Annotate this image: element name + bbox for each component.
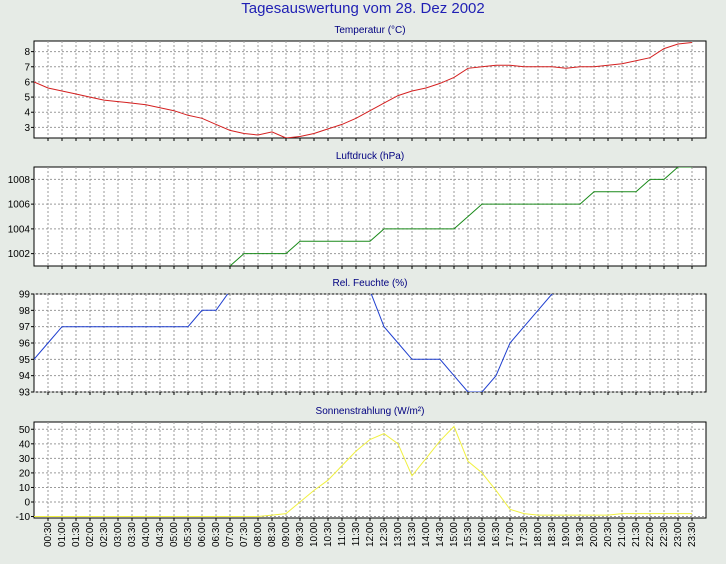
x-tick-label: 18:30 (547, 522, 558, 547)
humidity-ytick-label: 99 (19, 290, 31, 301)
humidity-ytick-label: 95 (19, 355, 31, 366)
x-tick-label: 12:00 (365, 522, 376, 547)
x-tick-label: 10:30 (323, 522, 334, 547)
pressure-series-line (229, 167, 692, 266)
solar-ytick-label: 20 (19, 468, 31, 479)
x-tick-label: 15:30 (463, 522, 474, 547)
humidity-ytick-label: 94 (19, 371, 31, 382)
x-tick-label: 06:30 (211, 522, 222, 547)
x-tick-label: 11:30 (351, 522, 362, 547)
x-tick-label: 20:00 (589, 522, 600, 547)
solar-series-line (34, 425, 692, 517)
solar-ytick-label: 40 (19, 439, 31, 450)
pressure-ytick-label: 1006 (8, 200, 31, 211)
x-tick-label: 18:00 (533, 522, 544, 547)
x-tick-label: 19:30 (575, 522, 586, 547)
x-tick-label: 04:30 (155, 522, 166, 547)
x-tick-label: 17:30 (519, 522, 530, 547)
x-tick-label: 21:30 (631, 522, 642, 547)
x-tick-label: 23:30 (687, 522, 698, 547)
x-tick-label: 00:30 (43, 522, 54, 547)
x-tick-label: 10:00 (309, 522, 320, 547)
humidity-panel-title: Rel. Feuchte (%) (332, 278, 407, 289)
x-tick-label: 20:30 (603, 522, 614, 547)
temperature-ytick-label: 3 (24, 123, 30, 134)
temperature-series-line (34, 42, 693, 138)
x-tick-label: 21:00 (617, 522, 628, 547)
x-tick-label: 07:30 (239, 522, 250, 547)
x-tick-label: 04:00 (141, 522, 152, 547)
x-tick-label: 13:30 (407, 522, 418, 547)
solar-ytick-label: 10 (19, 483, 31, 494)
temperature-ytick-label: 4 (24, 108, 30, 119)
x-tick-label: 22:00 (645, 522, 656, 547)
pressure-ytick-label: 1008 (8, 175, 31, 186)
x-tick-label: 22:30 (659, 522, 670, 547)
x-tick-label: 17:00 (505, 522, 516, 547)
pressure-ytick-label: 1002 (8, 249, 31, 260)
humidity-ytick-label: 98 (19, 306, 31, 317)
pressure-panel-title: Luftdruck (hPa) (336, 151, 404, 162)
x-tick-label: 08:00 (253, 522, 264, 547)
x-tick-label: 14:00 (421, 522, 432, 547)
solar-ytick-label: 50 (19, 425, 31, 436)
solar-ytick-label: 0 (24, 498, 30, 509)
x-tick-label: 02:00 (85, 522, 96, 547)
humidity-ytick-label: 96 (19, 339, 31, 350)
x-tick-label: 14:30 (435, 522, 446, 547)
x-tick-label: 15:00 (449, 522, 460, 547)
x-tick-label: 23:00 (673, 522, 684, 547)
x-tick-label: 01:00 (57, 522, 68, 547)
x-tick-label: 06:00 (197, 522, 208, 547)
temperature-ytick-label: 6 (24, 77, 30, 88)
temperature-ytick-label: 8 (24, 47, 30, 58)
x-tick-label: 03:00 (113, 522, 124, 547)
x-tick-label: 16:00 (477, 522, 488, 547)
x-tick-label: 03:30 (127, 522, 138, 547)
temperature-ytick-label: 7 (24, 62, 30, 73)
humidity-series-line (34, 294, 555, 392)
x-tick-label: 09:30 (295, 522, 306, 547)
humidity-ytick-label: 97 (19, 322, 31, 333)
x-tick-label: 19:00 (561, 522, 572, 547)
solar-ytick-label: 30 (19, 454, 31, 465)
solar-panel-title: Sonnenstrahlung (W/m²) (316, 406, 425, 417)
pressure-ytick-label: 1004 (8, 224, 31, 235)
temperature-ytick-label: 5 (24, 93, 30, 104)
temperature-panel-title: Temperatur (°C) (334, 25, 405, 36)
solar-ytick-label: -10 (16, 512, 31, 523)
x-tick-label: 05:00 (169, 522, 180, 547)
x-tick-label: 08:30 (267, 522, 278, 547)
x-tick-label: 16:30 (491, 522, 502, 547)
x-tick-label: 12:30 (379, 522, 390, 547)
x-tick-label: 13:00 (393, 522, 404, 547)
x-tick-label: 01:30 (71, 522, 82, 547)
x-tick-label: 09:00 (281, 522, 292, 547)
x-tick-label: 02:30 (99, 522, 110, 547)
humidity-ytick-label: 93 (19, 388, 31, 399)
x-tick-label: 07:00 (225, 522, 236, 547)
page-title: Tagesauswertung vom 28. Dez 2002 (241, 0, 485, 17)
x-tick-label: 11:00 (337, 522, 348, 547)
x-tick-label: 05:30 (183, 522, 194, 547)
